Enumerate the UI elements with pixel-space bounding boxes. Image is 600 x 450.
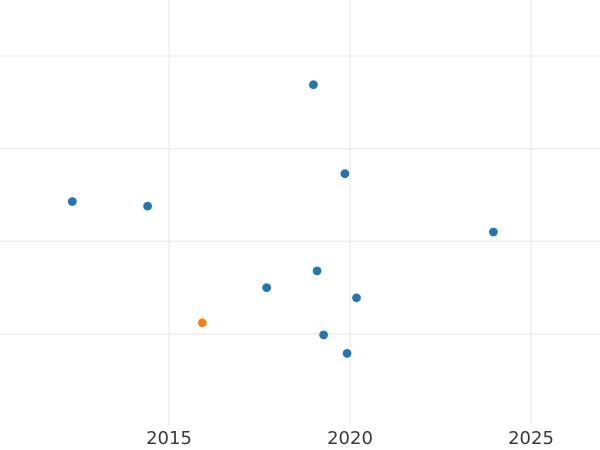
x-tick-label: 2015 [146,428,192,449]
data-point-blue-series [309,80,318,90]
data-point-blue-series [312,266,322,276]
data-point-blue-series [352,293,361,303]
data-point-orange-series [197,318,207,328]
data-point-blue-series [143,201,153,211]
data-point-blue-series [319,330,328,340]
data-point-blue-series [67,197,77,206]
data-point-blue-series [262,283,272,292]
data-point-blue-series [342,349,352,358]
data-point-blue-series [489,227,498,237]
x-tick-label: 2025 [508,428,554,449]
x-tick-label: 2020 [327,428,373,449]
data-point-blue-series [340,169,350,179]
